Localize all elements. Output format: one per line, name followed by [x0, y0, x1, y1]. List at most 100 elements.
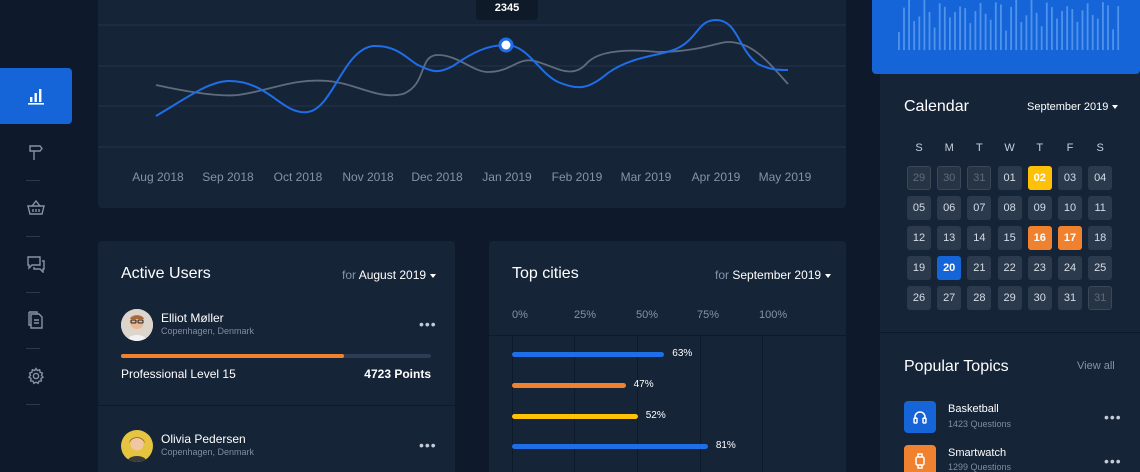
- calendar-day[interactable]: 25: [1088, 256, 1113, 280]
- city-bar[interactable]: [512, 383, 626, 388]
- calendar-day[interactable]: 08: [997, 196, 1022, 220]
- topic-icon-tile: [904, 401, 936, 433]
- calendar-day[interactable]: 18: [1088, 226, 1113, 250]
- wave-bars: [898, 0, 1120, 51]
- more-icon[interactable]: •••: [1104, 453, 1122, 469]
- topic-icon-tile: [904, 445, 936, 472]
- more-icon[interactable]: •••: [419, 437, 437, 453]
- wave-bar: [1071, 9, 1074, 50]
- calendar-day[interactable]: 11: [1088, 196, 1113, 220]
- sidebar-item-settings[interactable]: [0, 348, 72, 404]
- calendar-day[interactable]: 30: [937, 166, 962, 190]
- wave-bar: [928, 11, 931, 50]
- calendar-month: September 2019: [1027, 101, 1109, 113]
- calendar-day[interactable]: 31: [1058, 286, 1082, 310]
- wave-bar: [1117, 6, 1120, 50]
- topic-name[interactable]: Smartwatch: [948, 447, 1007, 459]
- user-level: Professional Level 15: [121, 367, 236, 381]
- calendar-day[interactable]: 31: [1088, 286, 1113, 310]
- sidebar-divider: [26, 348, 40, 349]
- tooltip-point: [498, 37, 514, 53]
- signpost-icon: [29, 145, 43, 160]
- x-axis-label: Oct 2018: [273, 170, 323, 184]
- calendar-day[interactable]: 15: [997, 226, 1022, 250]
- user-name: Elliot Møller: [161, 311, 224, 325]
- calendar-day[interactable]: 22: [997, 256, 1022, 280]
- calendar-day[interactable]: 13: [937, 226, 962, 250]
- calendar-day[interactable]: 02: [1027, 166, 1052, 190]
- caret-down-icon: [825, 273, 832, 278]
- calendar-day[interactable]: 05: [907, 196, 931, 220]
- grid-line: [512, 336, 513, 472]
- period-value: August 2019: [358, 268, 427, 282]
- city-bar-label: 47%: [633, 379, 654, 390]
- weekday-label: S: [1096, 142, 1104, 154]
- wave-bar: [974, 11, 977, 50]
- weekday-label: T: [1036, 142, 1044, 154]
- x-axis-label: May 2019: [758, 170, 812, 184]
- city-bar[interactable]: [512, 352, 665, 357]
- calendar-day[interactable]: 14: [967, 226, 992, 250]
- calendar-day[interactable]: 26: [907, 286, 931, 310]
- wave-bar: [989, 19, 992, 50]
- divider: [489, 335, 846, 336]
- calendar-day[interactable]: 29: [997, 286, 1022, 310]
- calendar-day[interactable]: 29: [907, 166, 931, 190]
- scale-label: 100%: [759, 309, 788, 321]
- wave-bar: [918, 16, 921, 50]
- stats-widget: [872, 0, 1140, 74]
- sidebar-divider: [26, 404, 40, 405]
- more-icon[interactable]: •••: [1104, 409, 1122, 425]
- topic-name[interactable]: Basketball: [948, 403, 999, 415]
- city-bar[interactable]: [512, 414, 638, 419]
- calendar-month-select[interactable]: September 2019: [1027, 101, 1119, 113]
- sidebar-item-directions[interactable]: [0, 124, 72, 180]
- popular-topics-title: Popular Topics: [904, 358, 1009, 375]
- wave-bar: [1051, 7, 1053, 51]
- sidebar-item-dashboard[interactable]: [0, 68, 72, 124]
- calendar-day[interactable]: 17: [1058, 226, 1082, 250]
- calendar-day[interactable]: 30: [1027, 286, 1052, 310]
- sidebar-item-shop[interactable]: [0, 180, 72, 236]
- calendar-day[interactable]: 04: [1088, 166, 1113, 190]
- top-cities-title: Top cities: [512, 265, 579, 282]
- sidebar-item-messages[interactable]: [0, 236, 72, 292]
- scale-label: 0%: [512, 309, 528, 321]
- calendar-day[interactable]: 27: [937, 286, 962, 310]
- wave-bar: [954, 12, 956, 51]
- user-points: 4723 Points: [364, 367, 431, 381]
- wave-bar: [1102, 2, 1104, 51]
- calendar-day[interactable]: 12: [907, 226, 931, 250]
- wave-bar: [1056, 18, 1058, 50]
- calendar-day[interactable]: 31: [967, 166, 992, 190]
- more-icon[interactable]: •••: [419, 316, 437, 332]
- wave-bar: [933, 27, 936, 50]
- wave-bar: [1107, 5, 1109, 50]
- calendar-day[interactable]: 07: [967, 196, 992, 220]
- x-axis-label: Aug 2018: [132, 170, 184, 184]
- active-users-title: Active Users: [121, 265, 211, 282]
- calendar-day[interactable]: 09: [1027, 196, 1052, 220]
- active-users-period-select[interactable]: for August 2019: [342, 268, 437, 282]
- calendar-day[interactable]: 21: [967, 256, 992, 280]
- calendar-day[interactable]: 06: [937, 196, 962, 220]
- calendar-day[interactable]: 01: [997, 166, 1022, 190]
- chat-icon: [27, 256, 45, 273]
- sidebar-item-documents[interactable]: [0, 292, 72, 348]
- wave-bar: [964, 8, 967, 50]
- top-cities-period-select[interactable]: for September 2019: [715, 268, 832, 282]
- view-all-link[interactable]: View all: [1077, 360, 1115, 372]
- city-bar[interactable]: [512, 444, 708, 449]
- calendar-day[interactable]: 28: [967, 286, 992, 310]
- calendar-day[interactable]: 03: [1058, 166, 1082, 190]
- calendar-day[interactable]: 19: [907, 256, 931, 280]
- calendar-day[interactable]: 23: [1027, 256, 1052, 280]
- wave-bar: [943, 6, 946, 51]
- calendar-day[interactable]: 10: [1058, 196, 1082, 220]
- level-progress: [121, 354, 431, 358]
- calendar-day[interactable]: 24: [1058, 256, 1082, 280]
- calendar-day[interactable]: 16: [1027, 226, 1052, 250]
- wave-bar: [1045, 2, 1048, 50]
- calendar-day[interactable]: 20: [937, 256, 962, 280]
- scale-label: 50%: [636, 309, 659, 321]
